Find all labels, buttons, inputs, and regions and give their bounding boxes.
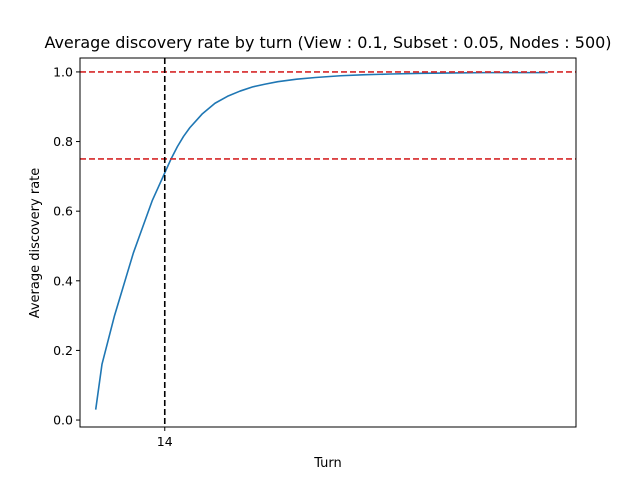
y-tick-label: 0.8 bbox=[53, 134, 73, 149]
x-tick-label: 14 bbox=[157, 434, 173, 449]
y-axis-label: Average discovery rate bbox=[28, 168, 43, 319]
y-tick-label: 0.2 bbox=[53, 343, 73, 358]
plot-area-frame bbox=[79, 57, 577, 428]
y-tick-label: 0.6 bbox=[53, 204, 73, 219]
y-tick-label: 0.0 bbox=[53, 413, 73, 428]
y-tick-label: 1.0 bbox=[53, 64, 73, 79]
series-line-0 bbox=[94, 71, 548, 410]
x-axis-label: Turn bbox=[313, 456, 342, 471]
chart-title: Average discovery rate by turn (View : 0… bbox=[44, 33, 611, 52]
y-tick-label: 0.4 bbox=[53, 273, 73, 288]
